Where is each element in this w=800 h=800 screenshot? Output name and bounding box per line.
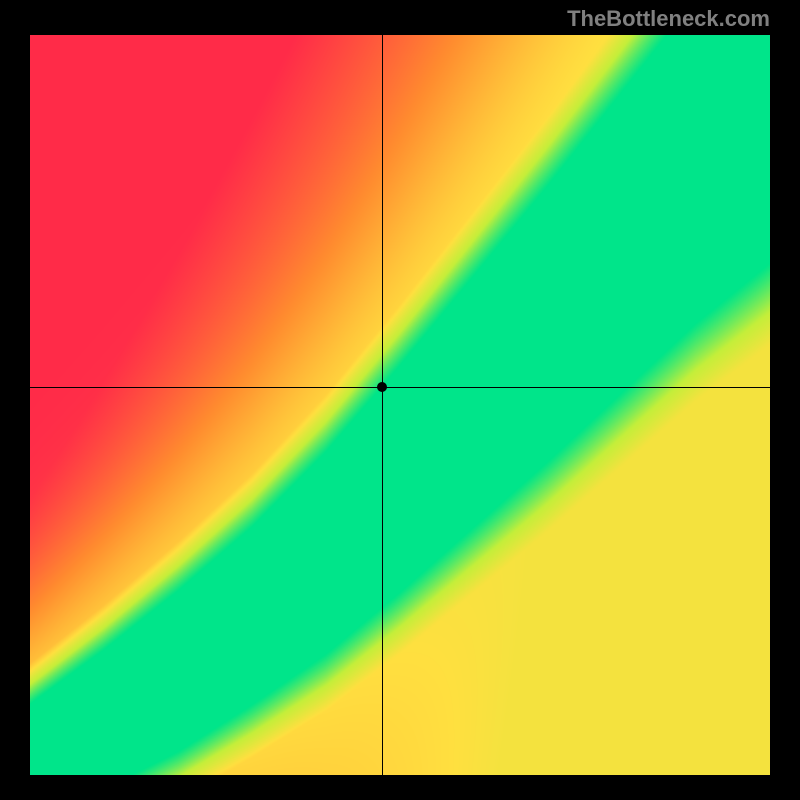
heatmap-plot — [30, 35, 770, 775]
heatmap-canvas — [30, 35, 770, 775]
data-point-marker — [377, 382, 387, 392]
crosshair-vertical — [382, 35, 383, 775]
crosshair-horizontal — [30, 387, 770, 388]
watermark-text: TheBottleneck.com — [567, 6, 770, 32]
